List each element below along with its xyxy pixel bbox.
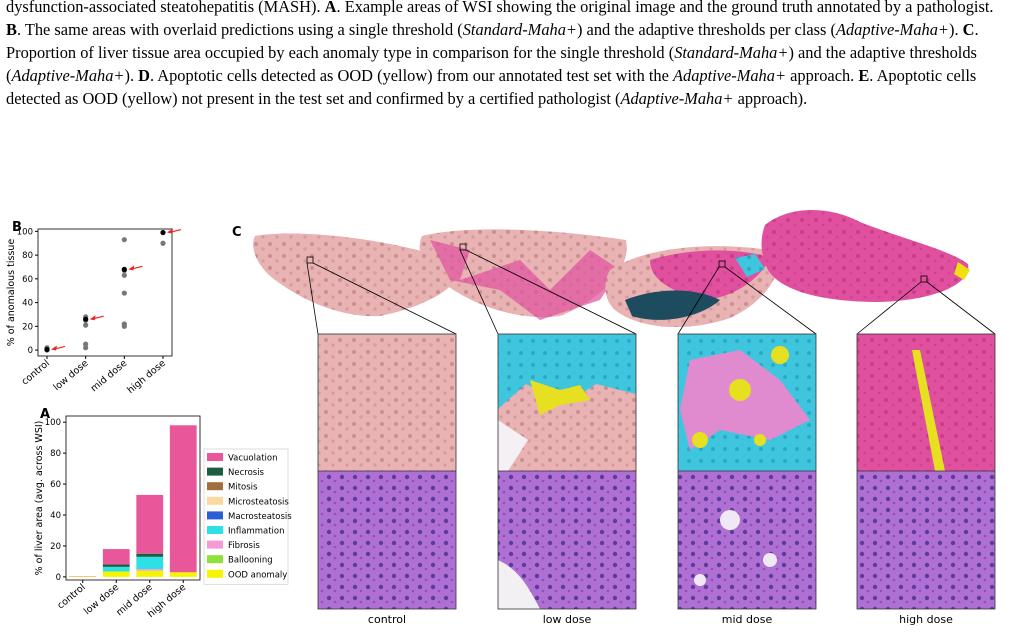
y-tick-label: 100 — [17, 227, 33, 237]
column-label: control — [368, 613, 406, 626]
caption-text: ) and the adaptive thresholds per class … — [576, 20, 836, 39]
y-axis-label: % of anomalous tissue — [6, 239, 17, 347]
arrow-head — [89, 315, 96, 321]
legend-label: OOD anomaly — [228, 570, 287, 580]
arrow-head — [167, 228, 173, 234]
point — [83, 322, 89, 328]
bar-segment — [102, 571, 130, 577]
point — [160, 240, 166, 246]
y-tick-label: 0 — [56, 573, 61, 583]
x-tick-label: low dose — [51, 358, 90, 393]
y-tick-label: 40 — [22, 299, 33, 309]
caption-text: E — [858, 66, 870, 85]
column-label: mid dose — [722, 613, 773, 626]
legend-label: Mitosis — [228, 483, 258, 493]
caption-text: dysfunction-associated steatohepatitis (… — [6, 0, 325, 16]
x-tick-label: control — [20, 358, 52, 388]
caption-text: approach). — [733, 89, 808, 108]
column-label: high dose — [899, 613, 953, 626]
point — [121, 266, 127, 272]
y-tick-label: 0 — [28, 346, 33, 356]
legend-swatch — [207, 467, 223, 476]
bar-segment — [102, 564, 130, 567]
legend-swatch — [207, 482, 223, 491]
y-tick-label: 60 — [50, 480, 61, 490]
bar-segment — [136, 553, 164, 557]
legend-swatch — [207, 453, 223, 461]
bar-segment — [102, 566, 130, 572]
point — [83, 341, 89, 347]
panel-c-images — [253, 209, 996, 610]
axes-frame — [37, 228, 173, 357]
y-tick-label: 60 — [22, 275, 33, 285]
column-label: low dose — [543, 613, 592, 626]
legend-label: Macrosteatosis — [228, 512, 292, 522]
y-tick-label: 20 — [22, 322, 33, 332]
caption-text: . The same areas with overlaid predictio… — [16, 20, 463, 39]
caption-text: . Apoptotic cells detected as OOD (yello… — [6, 66, 977, 108]
bar-segment — [136, 569, 164, 571]
point — [44, 346, 50, 353]
y-tick-label: 80 — [22, 251, 33, 261]
caption-text: ) and the adaptive thresholds ( — [6, 43, 977, 85]
caption-text: ). — [948, 20, 963, 39]
point — [121, 321, 127, 327]
caption-text: Adaptive-Maha+ — [620, 89, 734, 108]
y-axis-label: % of liver area (avg. across WSI) — [34, 421, 45, 576]
caption: dysfunction-associated steatohepatitis (… — [6, 0, 1006, 110]
point — [83, 345, 89, 351]
caption-text: Standard-Maha+ — [674, 43, 789, 62]
bar-segment — [169, 572, 197, 577]
panel-label: C — [232, 225, 242, 240]
point — [121, 272, 127, 278]
caption-text: approach. — [786, 66, 859, 85]
bar-segment — [136, 556, 164, 570]
bar-segment — [102, 549, 130, 565]
x-tick-label: mid dose — [89, 358, 130, 395]
y-tick-label: 40 — [50, 511, 61, 521]
bar-segment — [136, 570, 164, 577]
legend-swatch — [207, 569, 223, 578]
legend-label: Vacuolation — [228, 454, 277, 464]
y-tick-label: 100 — [45, 418, 61, 428]
arrow-head — [51, 345, 57, 351]
legend-label: Inflammation — [228, 527, 285, 537]
caption-text: ). — [124, 66, 139, 85]
caption-text: Standard-Maha+ — [462, 20, 577, 39]
y-tick-label: 20 — [50, 542, 61, 552]
caption-text: Adaptive-Maha+ — [11, 66, 125, 85]
caption-text: D — [138, 66, 150, 85]
axes-frame — [65, 415, 201, 581]
x-tick-label: high dose — [125, 358, 168, 396]
caption-text: . Example areas of WSI showing the origi… — [336, 0, 994, 16]
bar-segment — [136, 494, 164, 554]
panel-label: B — [12, 220, 22, 235]
point — [160, 229, 166, 236]
point — [121, 237, 127, 243]
legend-swatch — [207, 540, 223, 549]
legend-swatch — [207, 496, 223, 505]
y-tick-label: 80 — [50, 449, 61, 459]
panel-label: A — [40, 407, 50, 422]
caption-text: . Apoptotic cells detected as OOD (yello… — [149, 66, 673, 85]
caption-text: Adaptive-Maha+ — [672, 66, 786, 85]
legend-swatch — [207, 511, 223, 520]
point — [121, 290, 127, 296]
legend-label: Necrosis — [228, 468, 265, 478]
legend-swatch — [207, 526, 223, 534]
arrow-head — [128, 265, 135, 271]
legend-label: Ballooning — [228, 556, 273, 566]
point — [83, 316, 89, 322]
caption-text: B — [6, 20, 17, 39]
legend-swatch — [207, 555, 223, 564]
caption-text: Adaptive-Maha+ — [835, 20, 949, 39]
legend-label: Microsteatosis — [228, 497, 289, 507]
legend-label: Fibrosis — [228, 541, 260, 551]
bar-segment — [169, 425, 197, 573]
caption-text: C — [962, 20, 975, 39]
caption-text: . Proportion of liver tissue area occupi… — [6, 20, 979, 62]
caption-text: A — [324, 0, 337, 16]
